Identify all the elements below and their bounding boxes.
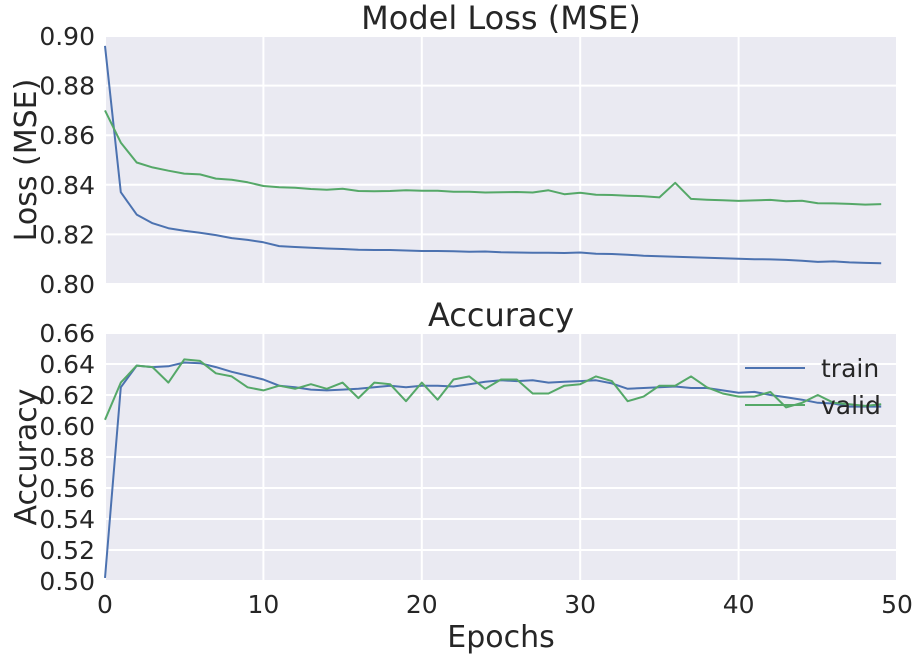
legend-label-train: train bbox=[821, 354, 879, 383]
y-tick-label: 0.80 bbox=[39, 270, 95, 299]
x-tick-label: 30 bbox=[564, 590, 596, 619]
y-tick-label: 0.88 bbox=[39, 72, 95, 101]
y-tick-label: 0.90 bbox=[39, 22, 95, 51]
x-axis-label: Epochs bbox=[447, 620, 555, 655]
y-tick-label: 0.84 bbox=[39, 171, 95, 200]
y-tick-label: 0.62 bbox=[39, 381, 95, 410]
x-tick-label: 20 bbox=[406, 590, 438, 619]
plot-background bbox=[105, 36, 897, 284]
y-axis-label: Accuracy bbox=[9, 389, 44, 526]
series-line-train bbox=[104, 361, 882, 578]
y-tick-label: 0.60 bbox=[39, 412, 95, 441]
legend-label-valid: valid bbox=[821, 391, 881, 420]
y-tick-label: 0.66 bbox=[39, 319, 95, 348]
chart-panel-1: 0.80 0.82 0.84 0.86 0.88 0.90 Model Loss (MSE)… bbox=[9, 0, 898, 299]
x-tick-label: 50 bbox=[881, 590, 913, 619]
legend: train valid bbox=[745, 354, 881, 420]
y-tick-label: 0.52 bbox=[39, 536, 95, 565]
series-line-valid bbox=[104, 109, 882, 206]
series-line-train bbox=[104, 45, 882, 265]
chart-panel-2: 0.500.520.540.560.580.600.620.640.66 0 10 2… bbox=[9, 296, 913, 655]
y-tick-label: 0.82 bbox=[39, 220, 95, 249]
series-line-valid bbox=[104, 358, 882, 421]
x-tick-label: 40 bbox=[723, 590, 755, 619]
y-tick-label: 0.86 bbox=[39, 121, 95, 150]
y-tick-label: 0.58 bbox=[39, 443, 95, 472]
y-tick-label: 0.50 bbox=[39, 567, 95, 596]
x-tick-label: 0 bbox=[97, 590, 113, 619]
y-axis-label: Loss (MSE) bbox=[9, 79, 44, 242]
x-tick-label: 10 bbox=[247, 590, 279, 619]
y-tick-label: 0.56 bbox=[39, 474, 95, 503]
y-tick-label: 0.54 bbox=[39, 505, 95, 534]
y-tick-label: 0.64 bbox=[39, 350, 95, 379]
chart-title: Accuracy bbox=[428, 296, 574, 334]
chart-title: Model Loss (MSE) bbox=[361, 0, 641, 37]
